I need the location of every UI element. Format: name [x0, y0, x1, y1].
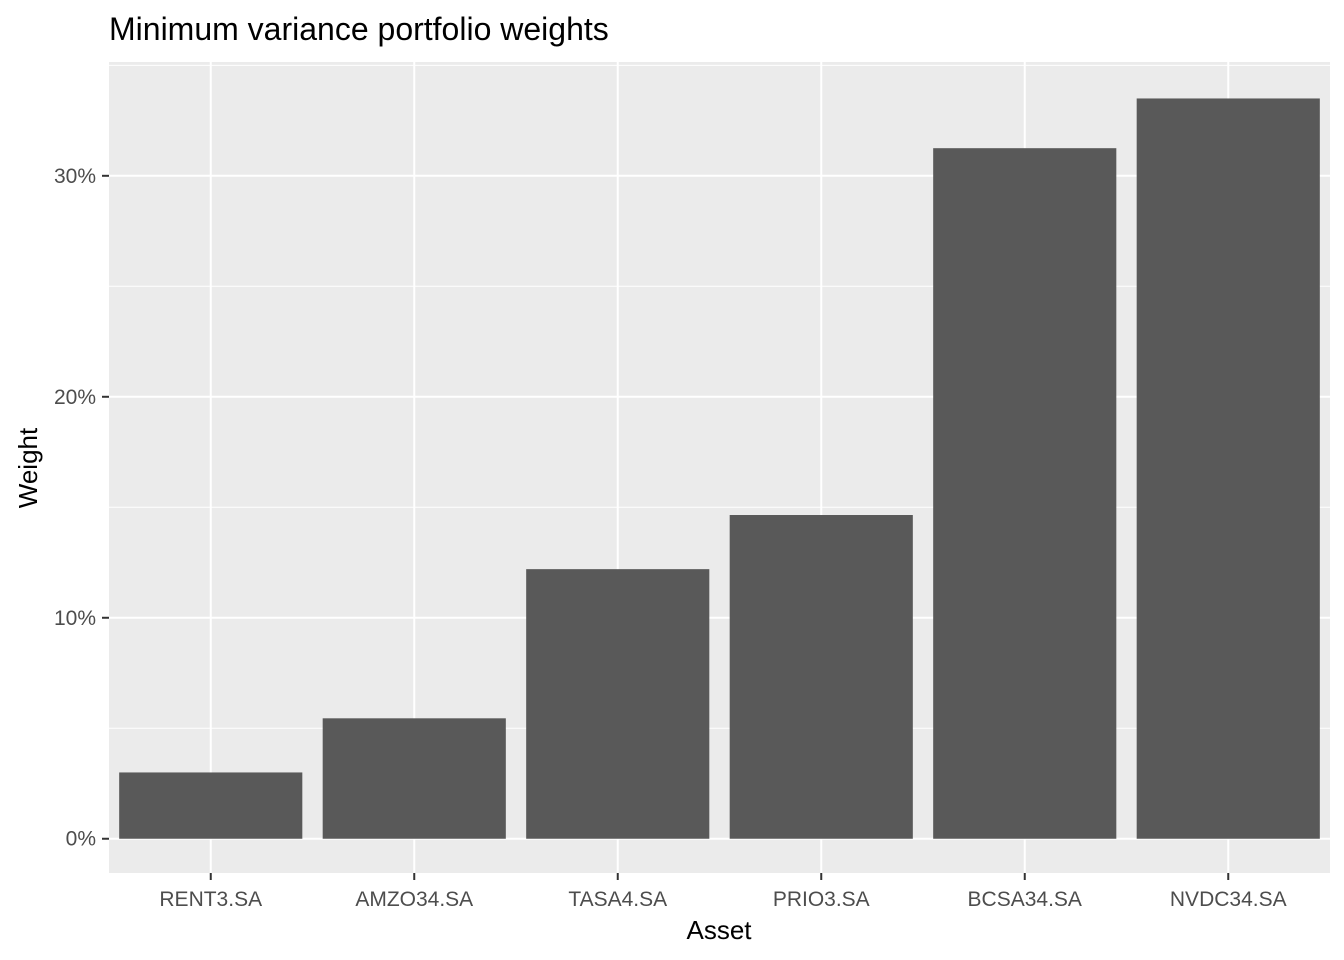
bar-bcsa34-sa — [933, 148, 1117, 839]
x-axis-title: Asset — [686, 915, 752, 945]
y-tick-label: 20% — [54, 386, 96, 409]
x-tick-label: AMZO34.SA — [355, 888, 473, 911]
plot-panel — [109, 62, 1330, 873]
x-tick-label: PRIO3.SA — [773, 888, 870, 911]
y-axis-title: Weight — [13, 427, 43, 508]
bar-rent3-sa — [119, 772, 303, 839]
bar-amzo34-sa — [322, 718, 506, 839]
x-tick-label: TASA4.SA — [568, 888, 667, 911]
x-tick-label: RENT3.SA — [159, 888, 262, 911]
bars — [119, 98, 1320, 839]
bar-nvdc34-sa — [1136, 98, 1320, 839]
y-tick-label: 30% — [54, 165, 96, 188]
bar-prio3-sa — [729, 515, 913, 839]
chart-title: Minimum variance portfolio weights — [109, 11, 609, 47]
y-tick-label: 10% — [54, 607, 96, 630]
bar-tasa4-sa — [526, 569, 710, 839]
grid-minor — [109, 64, 1330, 729]
x-tick-label: BCSA34.SA — [968, 888, 1082, 911]
x-tick-label: NVDC34.SA — [1170, 888, 1287, 911]
y-axis: 0% 10% 20% 30% — [54, 165, 109, 851]
x-axis: RENT3.SA AMZO34.SA TASA4.SA PRIO3.SA BCSA34.… — [159, 873, 1287, 911]
y-tick-label: 0% — [66, 828, 96, 851]
